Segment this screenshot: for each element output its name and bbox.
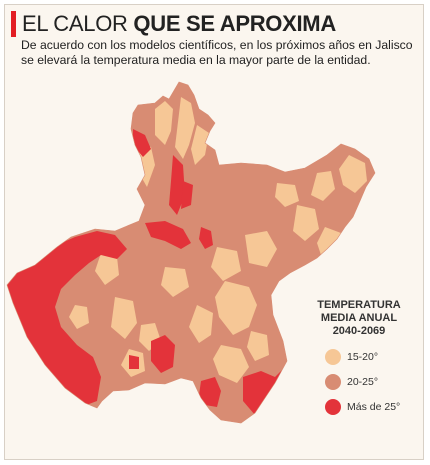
- legend-item-cool: 15-20°: [325, 346, 417, 368]
- zone-cool-southcentral: [189, 305, 213, 343]
- zone-cool-north-valley: [175, 97, 195, 159]
- legend-label-cool: 15-20°: [347, 351, 379, 363]
- zone-cool-southwest-1: [111, 297, 137, 339]
- zone-cool-east-3: [293, 205, 319, 241]
- page-title: EL CALOR QUE SE APROXIMA: [22, 11, 336, 37]
- zone-cool-central-west: [161, 267, 189, 297]
- zone-cool-center-south: [215, 281, 257, 335]
- legend-label-mid: 20-25°: [347, 376, 379, 388]
- title-bold: QUE SE APROXIMA: [133, 11, 336, 36]
- legend-swatch-mid: [325, 374, 341, 390]
- map-legend: TEMPERATURA MEDIA ANUAL 2040-2069 15-20°…: [301, 299, 417, 421]
- legend-title-line-3: 2040-2069: [332, 325, 386, 337]
- zone-hot-south-central: [151, 335, 175, 373]
- title-block: EL CALOR QUE SE APROXIMA: [11, 11, 336, 37]
- legend-items: 15-20° 20-25° Más de 25°: [301, 346, 417, 418]
- zone-hot-north-river-2: [181, 181, 193, 209]
- legend-swatch-hot: [325, 399, 341, 415]
- legend-swatch-cool: [325, 349, 341, 365]
- zone-cool-northeast-edge: [275, 183, 299, 207]
- legend-title-line-1: TEMPERATURA: [317, 299, 401, 311]
- legend-title-line-2: MEDIA ANUAL: [320, 312, 398, 324]
- jalisco-temperature-map: [6, 81, 376, 424]
- subtitle: De acuerdo con los modelos científicos, …: [21, 38, 413, 67]
- infographic-frame: EL CALOR QUE SE APROXIMA De acuerdo con …: [4, 4, 424, 460]
- zone-cool-east-2: [311, 171, 335, 201]
- zone-cool-central-2: [211, 247, 241, 281]
- legend-title: TEMPERATURA MEDIA ANUAL 2040-2069: [301, 299, 417, 338]
- zone-hot-central-west: [145, 221, 191, 249]
- zone-cool-north-east: [191, 125, 209, 165]
- zone-cool-central-1: [245, 231, 277, 267]
- zone-hot-south-small: [129, 355, 139, 369]
- zone-hot-southeast: [243, 365, 289, 415]
- zone-cool-west-2: [69, 305, 89, 329]
- zone-hot-south: [199, 377, 221, 407]
- legend-item-hot: Más de 25°: [325, 396, 417, 418]
- zone-cool-south: [213, 345, 249, 383]
- zone-hot-central: [199, 227, 213, 249]
- title-regular: EL CALOR: [22, 11, 128, 36]
- zone-cool-east-1: [339, 155, 367, 193]
- zone-cool-southeast: [247, 331, 269, 361]
- title-accent-bar: [11, 11, 16, 37]
- zone-cool-north-ridge: [155, 101, 173, 145]
- legend-label-hot: Más de 25°: [347, 401, 401, 413]
- zone-hot-north-river: [169, 155, 185, 215]
- zone-hot-coast-west: [7, 231, 127, 407]
- zone-cool-west-1: [95, 253, 119, 285]
- legend-item-mid: 20-25°: [325, 371, 417, 393]
